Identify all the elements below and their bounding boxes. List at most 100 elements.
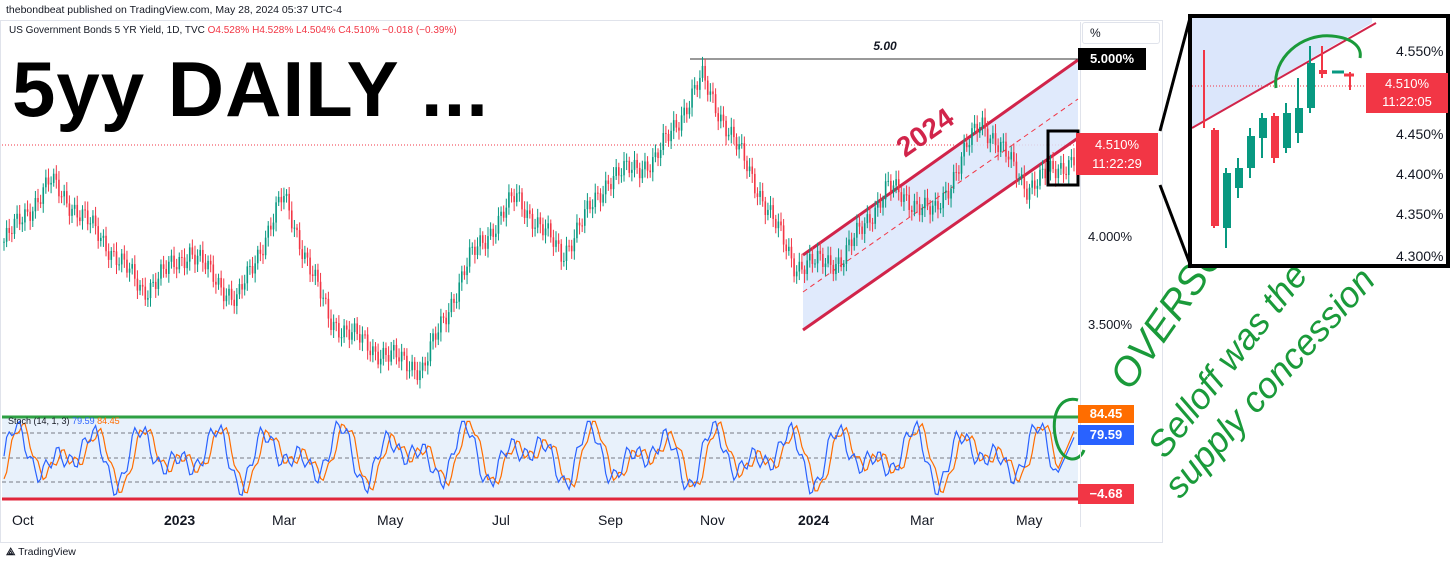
candle-body	[468, 247, 471, 267]
x-tick-label: 2023	[164, 512, 196, 528]
candle-body	[330, 318, 332, 330]
candle-body	[921, 208, 924, 216]
candle-body	[1015, 161, 1018, 179]
inset-candle	[1271, 116, 1279, 158]
tradingview-logo[interactable]: ⟁ TradingView	[6, 546, 76, 558]
candle-body	[845, 245, 848, 264]
candle-body	[484, 242, 487, 249]
candle-body	[534, 227, 536, 229]
candle-body	[887, 180, 890, 182]
candle-body	[910, 209, 913, 213]
candle-body	[71, 208, 73, 216]
candle-body	[178, 256, 181, 270]
candle-body	[89, 223, 92, 225]
candle-body	[871, 222, 874, 224]
candle-body	[141, 284, 144, 287]
candle-body	[296, 227, 298, 231]
candle-body	[727, 134, 730, 137]
candle-body	[678, 127, 680, 131]
candle-body	[1060, 163, 1062, 169]
candle-body	[738, 144, 740, 150]
candle-body	[939, 208, 942, 210]
candle-body	[1023, 174, 1026, 189]
candle-body	[547, 223, 549, 229]
candle-body	[816, 250, 819, 264]
candle-body	[667, 133, 670, 142]
candle-body	[298, 230, 301, 250]
candles-group	[3, 56, 1075, 389]
candle-body	[1039, 169, 1041, 186]
candle-body	[730, 126, 733, 135]
candle-body	[997, 145, 999, 153]
candle-body	[335, 321, 338, 324]
stoch-k-series	[3, 419, 1075, 497]
candle-body	[659, 149, 662, 159]
candle-body	[1070, 157, 1073, 161]
channel-lower-line[interactable]	[802, 136, 1079, 332]
candle-body	[398, 357, 400, 362]
candle-body	[850, 239, 853, 247]
candle-body	[563, 260, 565, 262]
candle-body	[515, 193, 518, 203]
inset-candle	[1319, 70, 1327, 74]
candle-body	[751, 166, 754, 174]
candle-body	[788, 246, 790, 252]
x-tick-label: Jul	[492, 512, 510, 528]
candle-body	[186, 261, 188, 269]
candle-body	[379, 358, 382, 365]
candle-body	[952, 171, 955, 189]
candle-body	[105, 235, 107, 252]
candle-body	[824, 263, 827, 267]
candle-body	[549, 223, 552, 238]
candle-body	[931, 205, 934, 215]
candle-body	[73, 204, 76, 209]
inset-channel-fill	[1192, 18, 1372, 128]
symbol-name[interactable]: US Government Bonds 5 YR Yield, 1D, TVC	[9, 25, 205, 36]
stoch-legend[interactable]: Stoch (14, 1, 3) 79.59 84.45	[8, 416, 120, 426]
candle-body	[529, 210, 531, 214]
candle-body	[840, 257, 842, 268]
candle-body	[168, 261, 170, 274]
candle-body	[586, 200, 589, 210]
candle-body	[795, 271, 798, 277]
candle-body	[999, 141, 1002, 153]
candle-body	[400, 351, 403, 362]
candle-body	[827, 255, 829, 264]
candle-body	[262, 253, 264, 256]
candle-body	[52, 173, 55, 183]
candle-body	[356, 323, 358, 335]
inset-circle-annotation	[1274, 34, 1362, 89]
candle-body	[194, 254, 196, 265]
candle-body	[1041, 168, 1044, 170]
candle-body	[895, 179, 897, 186]
channel-upper-line[interactable]	[802, 58, 1079, 257]
candle-body	[241, 284, 243, 290]
inset-y-label: 4.300%	[1396, 248, 1444, 264]
candle-body	[942, 192, 944, 209]
candle-body	[986, 128, 989, 144]
published-by-text: thebondbeat published on TradingView.com…	[6, 4, 343, 16]
candle-body	[236, 294, 238, 306]
candle-body	[332, 321, 335, 330]
candle-body	[79, 217, 81, 222]
candle-body	[395, 344, 398, 358]
candle-body	[134, 264, 136, 279]
candle-body	[1028, 187, 1031, 200]
candle-body	[136, 278, 139, 291]
candle-body	[246, 266, 249, 284]
candle-body	[81, 209, 84, 222]
candle-body	[11, 232, 13, 234]
candle-body	[882, 199, 884, 208]
candle-body	[662, 133, 665, 150]
candle-body	[191, 247, 194, 255]
bar-countdown: 11:22:29	[1092, 156, 1142, 171]
candle-body	[170, 255, 173, 262]
candle-body	[672, 120, 675, 131]
candle-body	[814, 263, 816, 265]
candle-body	[374, 346, 377, 352]
stoch-k-tag: 79.59	[1078, 425, 1134, 445]
candle-body	[772, 205, 774, 219]
unit-toggle[interactable]: %	[1082, 22, 1160, 44]
candle-body	[63, 191, 65, 197]
